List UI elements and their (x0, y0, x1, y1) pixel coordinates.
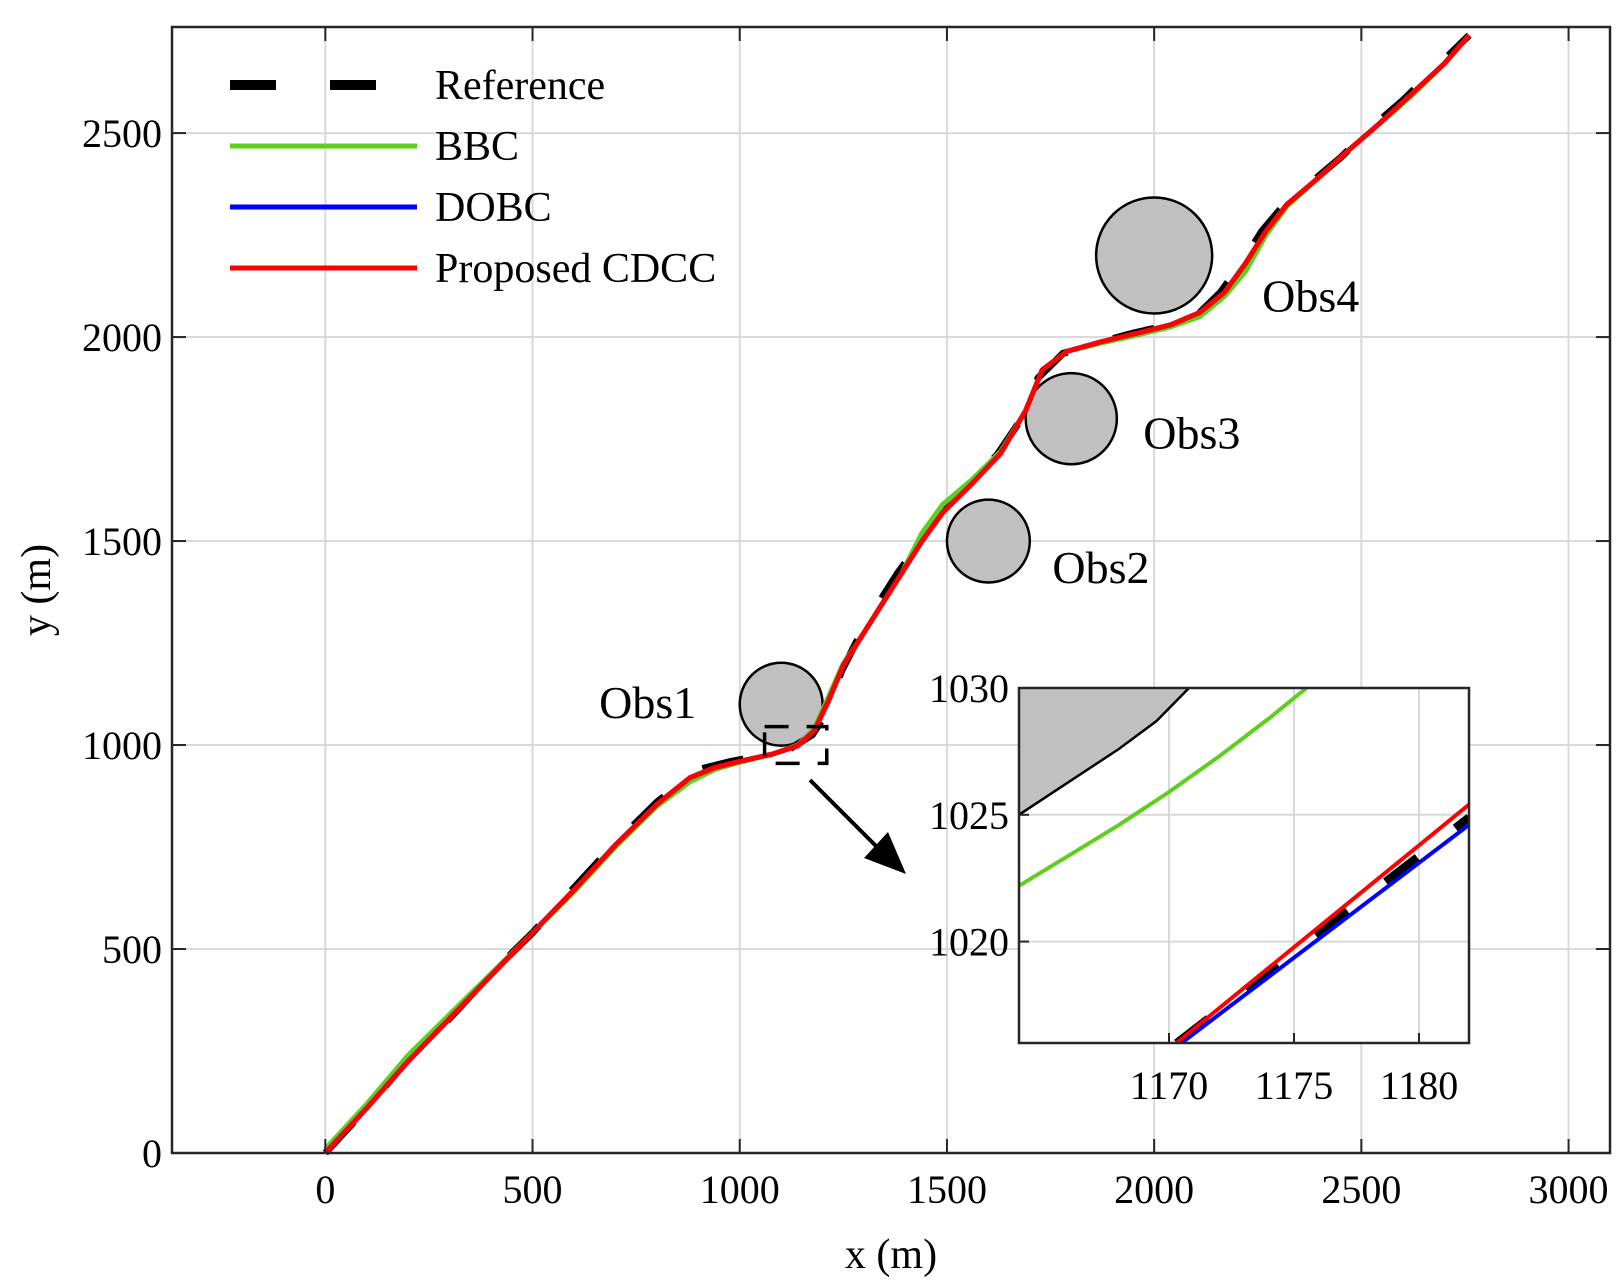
x-tick-label: 0 (315, 1167, 335, 1212)
inset-x-tick-label: 1180 (1380, 1063, 1459, 1108)
zoom-box (762, 724, 829, 766)
obstacle-label: Obs1 (599, 677, 696, 728)
main-axes (170, 25, 1612, 1155)
x-tick-label: 3000 (1529, 1167, 1609, 1212)
inset-series-bbc (1019, 688, 1308, 888)
inset-axes-box (1017, 686, 1471, 1045)
obstacle-obs3 (1024, 371, 1119, 466)
inset-series-proposed-cdcc (1175, 803, 1469, 1043)
legend-label: Reference (435, 63, 605, 109)
inset-y-tick-label: 1025 (929, 793, 1009, 838)
x-tick-label: 1500 (907, 1167, 987, 1212)
obstacle-labels: Obs1 Obs2 Obs3 Obs4 (599, 270, 1359, 728)
inset-obstacle-edge (1019, 688, 1190, 816)
legend-label: Proposed CDCC (435, 246, 716, 292)
legend: Reference BBC DOBC Proposed CDCC (230, 63, 716, 292)
inset-series-reference (1174, 814, 1469, 1043)
y-tick-label: 1500 (82, 519, 162, 564)
axes-box (170, 25, 1612, 1155)
x-axis-label: x (m) (845, 1232, 937, 1278)
x-tick-label: 2000 (1114, 1167, 1194, 1212)
legend-label: DOBC (435, 185, 552, 231)
y-tick-label: 0 (142, 1131, 162, 1176)
zoom-rectangle (762, 724, 829, 766)
x-tick-label: 1000 (700, 1167, 780, 1212)
inset-y-tick-label: 1030 (929, 666, 1009, 711)
x-tick-label: 500 (503, 1167, 563, 1212)
obstacle-label: Obs4 (1262, 270, 1359, 321)
legend-label: BBC (435, 124, 519, 170)
inset-plot-area (1019, 688, 1469, 1043)
inset-x-tick-label: 1170 (1130, 1063, 1209, 1108)
inset-zoom-panel: 1170 1175 1180 1020 1025 1030 (929, 666, 1471, 1108)
y-axis-label: y (m) (14, 544, 60, 636)
arrow-head (864, 832, 906, 874)
zoom-arrow (808, 778, 906, 874)
y-tick-label: 2000 (82, 315, 162, 360)
obstacles (738, 196, 1214, 747)
obstacle-label: Obs2 (1052, 542, 1149, 593)
inset-obstacle-fill (1019, 688, 1189, 815)
tick-labels: 0 500 1000 1500 2000 2500 3000 0 500 1000 1500 2000… (82, 111, 1609, 1212)
obstacle-obs4 (1094, 196, 1214, 315)
y-tick-label: 1000 (82, 723, 162, 768)
y-tick-label: 500 (102, 927, 162, 972)
series-proposed-cdcc (323, 33, 1471, 1155)
inset-x-tick-label: 1175 (1255, 1063, 1334, 1108)
y-tick-label: 2500 (82, 111, 162, 156)
inset-series-dobc (1180, 823, 1469, 1043)
obstacle-obs2 (945, 498, 1032, 584)
inset-y-tick-label: 1020 (929, 920, 1009, 965)
arrow-shaft (808, 778, 880, 850)
series-lines (322, 32, 1472, 1156)
obstacle-label: Obs3 (1143, 408, 1240, 459)
x-tick-label: 2500 (1321, 1167, 1401, 1212)
